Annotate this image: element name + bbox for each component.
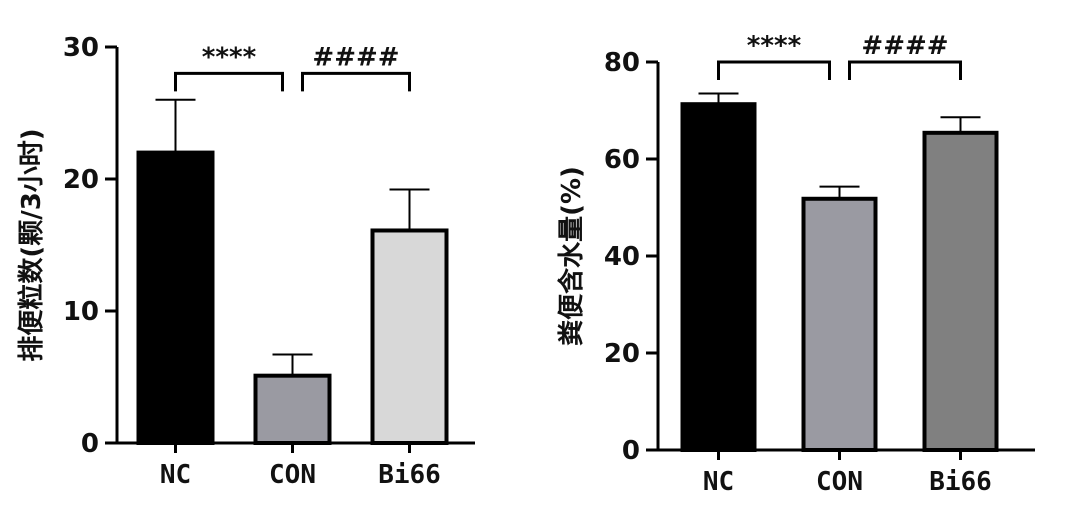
y-tick-label: 30 [63,33,99,63]
x-tick-label-con: CON [816,467,863,497]
y-tick-label: 0 [81,429,99,459]
bar-bi66 [922,130,999,452]
x-tick-label-bi66: Bi66 [929,467,992,497]
significance-label: **** [747,31,802,61]
significance-label: #### [312,42,399,72]
significance-bracket-0: **** [174,42,284,92]
y-tick-label: 10 [63,297,99,327]
bar-bi66 [370,228,449,445]
y-tick-label: 20 [63,165,99,195]
y-tick-label: 20 [604,339,640,369]
significance-label: #### [861,31,948,61]
error-bar-nc [155,98,196,153]
bar-con [801,196,878,452]
y-axis-title: 排便粒数(颗/3小时) [16,128,47,361]
bar-nc [136,150,215,445]
y-tick-label: 40 [604,242,640,272]
significance-bracket-1: #### [301,42,411,92]
y-tick-label: 80 [604,48,640,78]
error-bar-bi66 [389,188,430,231]
x-tick-label-nc: NC [703,467,734,497]
bar-con [253,373,332,445]
error-bar-bi66 [940,116,981,133]
x-tick-label-bi66: Bi66 [378,460,441,490]
error-bar-con [819,185,860,199]
significance-bracket-1: #### [848,31,962,80]
y-axis-title: 粪便含水量(%) [556,166,587,346]
error-bar-nc [698,92,739,105]
error-bar-con [272,353,313,376]
x-tick-label-nc: NC [160,460,191,490]
significance-bracket-0: **** [717,31,831,80]
chart-panel-0: 0 10 20 30 NC CON Bi66 排便粒数(颗/3小时) **** #### [16,33,475,490]
y-tick-label: 0 [622,436,640,466]
x-tick-label-con: CON [269,460,316,490]
y-tick-label: 60 [604,145,640,175]
bar-nc [680,102,757,452]
chart-panel-1: 0 20 40 60 80 NC CON Bi66 粪便含水量(%) **** #### [556,31,1035,497]
significance-label: **** [202,42,257,72]
